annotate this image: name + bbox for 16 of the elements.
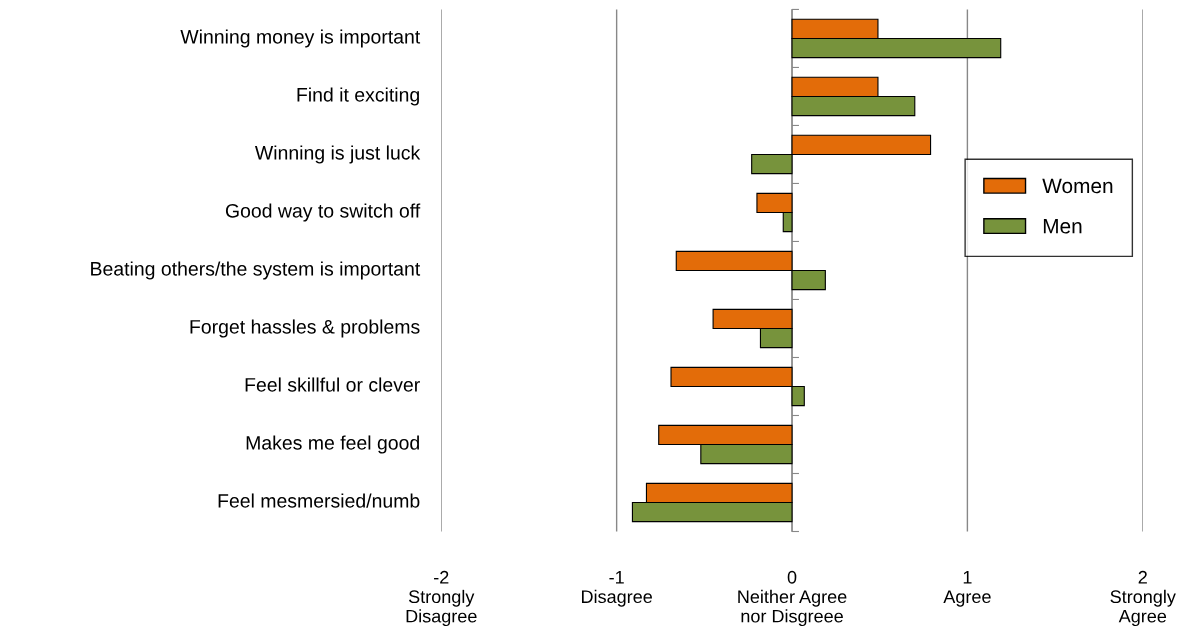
- y-tick-label: Feel mesmersied/numb: [218, 493, 420, 508]
- legend-label: Women: [1042, 178, 1113, 194]
- x-tick-label: -1 Disagree: [581, 571, 652, 607]
- y-tick-label: Beating others/the system is important: [91, 261, 421, 280]
- y-tick-label: Makes me feel good: [246, 435, 419, 454]
- y-tick-label: Good way to switch off: [225, 203, 421, 222]
- y-tick-label: Feel skillful or clever: [245, 377, 420, 392]
- y-tick-label: Winning money is important: [180, 29, 421, 48]
- x-tick-label: 2 Strongly Agree: [1110, 570, 1176, 627]
- x-tick-label: 1 Agree: [943, 571, 991, 607]
- legend-label: Men: [1043, 219, 1082, 234]
- x-tick-label: -2 Strongly Disagree: [406, 570, 477, 627]
- y-tick-label: Find it exciting: [297, 87, 419, 106]
- y-tick-label: Winning is just luck: [254, 145, 421, 164]
- y-tick-label: Forget hassles & problems: [190, 319, 420, 338]
- x-tick-label: 0 Neither Agree nor Disgreee: [738, 570, 847, 627]
